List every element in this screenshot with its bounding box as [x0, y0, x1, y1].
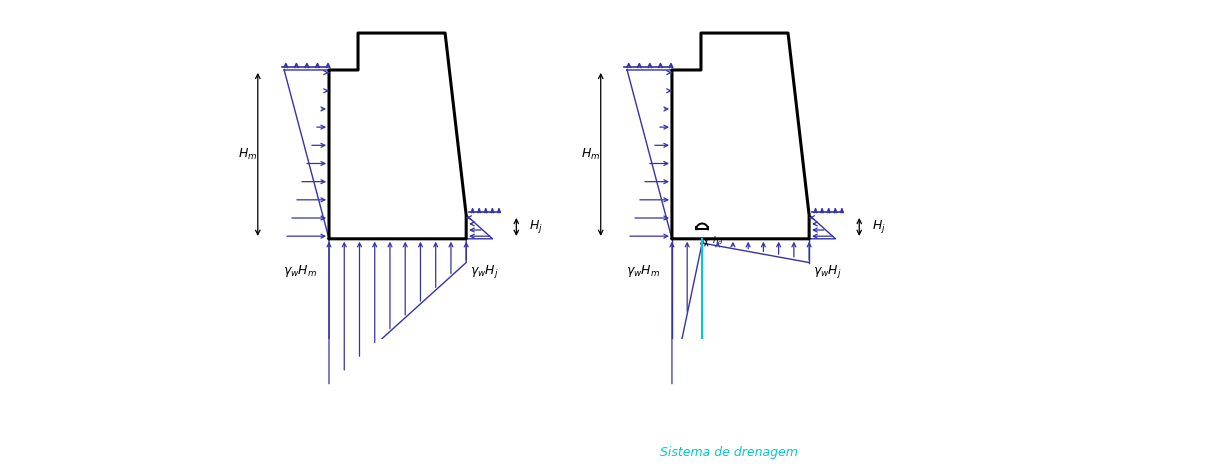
Text: $H_m$: $H_m$: [581, 147, 600, 162]
Text: $h_d$: $h_d$: [711, 234, 724, 247]
Text: $\gamma_w H_j$: $\gamma_w H_j$: [470, 263, 499, 279]
Text: $H_j$: $H_j$: [530, 219, 543, 235]
Polygon shape: [671, 33, 810, 239]
Text: $\gamma_w H_j$: $\gamma_w H_j$: [813, 263, 842, 279]
Polygon shape: [328, 33, 467, 239]
Text: $\gamma_w H_m$: $\gamma_w H_m$: [625, 263, 661, 278]
Text: $H_j$: $H_j$: [873, 219, 886, 235]
Text: Sistema de drenagem: Sistema de drenagem: [659, 446, 797, 459]
Text: $H_m$: $H_m$: [238, 147, 257, 162]
Text: $\gamma_w H_m$: $\gamma_w H_m$: [282, 263, 318, 278]
